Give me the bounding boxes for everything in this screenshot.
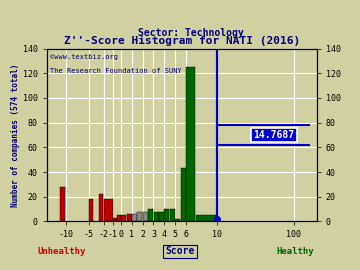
Bar bbox=[217, 219, 218, 221]
Bar bbox=[148, 209, 153, 221]
Bar bbox=[99, 194, 103, 221]
Bar bbox=[121, 215, 126, 221]
Bar bbox=[132, 214, 137, 221]
Bar bbox=[60, 187, 66, 221]
Bar bbox=[138, 211, 143, 221]
Text: 14.7687: 14.7687 bbox=[253, 130, 294, 140]
Y-axis label: Number of companies (574 total): Number of companies (574 total) bbox=[11, 63, 20, 207]
Bar bbox=[186, 67, 195, 221]
Text: The Research Foundation of SUNY: The Research Foundation of SUNY bbox=[50, 68, 181, 74]
Bar bbox=[159, 211, 164, 221]
Bar bbox=[165, 209, 170, 221]
Bar bbox=[175, 219, 180, 221]
Bar bbox=[154, 211, 159, 221]
Bar bbox=[181, 168, 186, 221]
Bar bbox=[89, 199, 93, 221]
Text: ©www.textbiz.org: ©www.textbiz.org bbox=[50, 54, 117, 60]
Text: Score: Score bbox=[165, 247, 195, 256]
Bar bbox=[113, 218, 117, 221]
Text: Unhealthy: Unhealthy bbox=[37, 248, 85, 256]
Bar bbox=[117, 215, 121, 221]
Text: Healthy: Healthy bbox=[276, 248, 314, 256]
Text: Sector: Technology: Sector: Technology bbox=[138, 28, 244, 38]
Title: Z''-Score Histogram for NATI (2016): Z''-Score Histogram for NATI (2016) bbox=[64, 36, 300, 46]
Bar bbox=[196, 215, 216, 221]
Bar bbox=[143, 211, 148, 221]
Bar bbox=[127, 214, 132, 221]
Bar bbox=[170, 209, 175, 221]
Bar bbox=[104, 199, 113, 221]
